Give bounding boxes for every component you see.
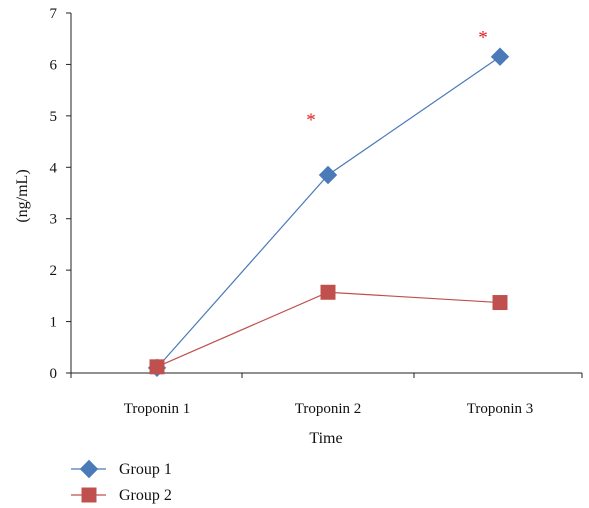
y-axis-title: (ng/mL) xyxy=(14,169,31,222)
data-point-group-1-troponin-3 xyxy=(490,47,510,66)
series-line-group-2 xyxy=(156,291,501,368)
legend-marker-group-2 xyxy=(81,487,97,503)
data-point-group-2-troponin-2 xyxy=(320,284,336,300)
y-tick-label: 3 xyxy=(50,212,58,228)
y-tick-label: 6 xyxy=(50,57,58,73)
legend-label-group-2: Group 2 xyxy=(119,487,172,504)
data-point-group-2-troponin-1 xyxy=(149,359,165,375)
series-layer xyxy=(147,47,510,378)
y-ticks: 0 1 2 3 4 5 6 7 xyxy=(50,6,71,382)
annotation-layer: ** xyxy=(306,28,488,131)
x-tick-label-troponin-2: Troponin 2 xyxy=(295,401,362,417)
legend-item-group-1: Group 1 xyxy=(71,459,172,479)
y-tick-label: 4 xyxy=(50,160,58,176)
data-point-group-2-troponin-3 xyxy=(492,295,508,311)
legend-label-group-1: Group 1 xyxy=(119,461,172,478)
y-tick-label: 0 xyxy=(50,366,58,382)
legend-item-group-2: Group 2 xyxy=(71,487,172,504)
significance-marker: * xyxy=(306,110,316,131)
data-point-group-1-troponin-2 xyxy=(318,165,338,185)
axes xyxy=(70,13,582,374)
x-tick-label-troponin-3: Troponin 3 xyxy=(467,401,534,417)
legend-marker-group-1 xyxy=(79,459,99,479)
y-tick-label: 7 xyxy=(50,6,58,22)
x-axis-title: Time xyxy=(309,430,342,447)
significance-marker: * xyxy=(478,28,488,49)
x-tick-label-troponin-1: Troponin 1 xyxy=(124,401,191,417)
x-ticks: Troponin 1 Troponin 2 Troponin 3 xyxy=(70,373,583,417)
y-tick-label: 5 xyxy=(50,109,58,125)
series-line-group-1 xyxy=(156,56,501,369)
legend: Group 1 Group 2 xyxy=(71,459,172,504)
y-tick-label: 1 xyxy=(50,315,58,331)
y-tick-label: 2 xyxy=(50,263,58,279)
